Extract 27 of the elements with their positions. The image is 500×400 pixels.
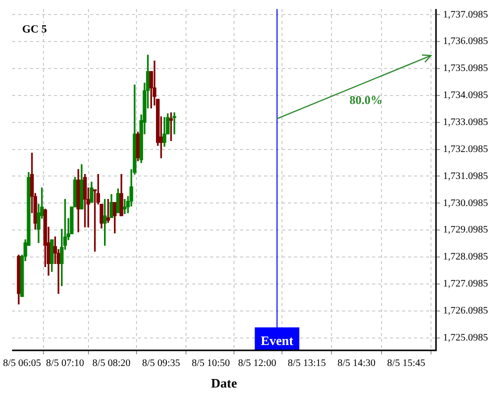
y-tick-label: 1,727.0985 [443, 278, 488, 290]
y-tick-label: 1,725.0985 [443, 332, 488, 344]
y-tick-label: 1,736.0985 [443, 36, 488, 48]
x-tick-label: 8/5 13:15 [288, 358, 326, 370]
y-tick-label: 1,732.0985 [443, 144, 488, 155]
y-tick-label: 1,737.0985 [443, 9, 488, 20]
x-axis-title: Date [211, 376, 238, 391]
annotation: 80.0% [350, 92, 383, 107]
y-tick-label: 1,733.0985 [443, 117, 488, 128]
text: GC 5 [22, 23, 48, 36]
y-tick-label: 1,735.0985 [443, 63, 488, 74]
x-tick-label: 8/5 10:50 [192, 358, 230, 370]
ref-line-label: Event [260, 332, 294, 348]
y-tick-label: 1,734.0985 [443, 90, 488, 102]
y-tick-label: 1,730.0985 [443, 198, 488, 209]
y-tick-label: 1,726.0985 [443, 305, 488, 316]
x-tick-label: 8/5 12:00 [238, 358, 276, 370]
y-tick-label: 1,731.0985 [443, 170, 488, 182]
x-tick-label: 8/5 06:05 [2, 358, 42, 370]
candlestick [169, 112, 173, 141]
x-tick-label: 8/5 15:45 [387, 358, 426, 370]
x-tick-label: 8/5 14:30 [337, 358, 376, 370]
x-tick-label: 8/5 09:35 [142, 358, 180, 370]
x-tick-label: 8/5 07:10 [46, 358, 84, 370]
y-tick-label: 1,729.0985 [443, 224, 488, 236]
y-tick-label: 1,728.0985 [443, 252, 488, 263]
x-tick-label: 8/5 08:20 [92, 358, 130, 370]
